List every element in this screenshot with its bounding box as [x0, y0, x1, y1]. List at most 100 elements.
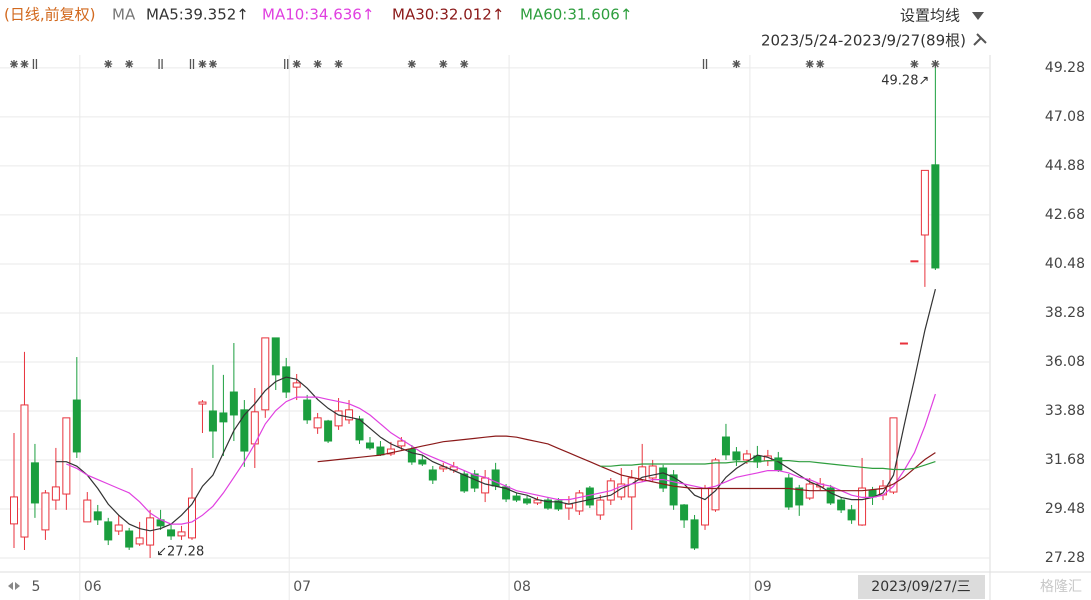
event-marker — [10, 60, 18, 68]
event-marker — [125, 60, 134, 68]
candle-body — [324, 420, 333, 442]
watermark: 格隆汇 — [1040, 579, 1082, 595]
candle-body — [93, 511, 102, 521]
candle-body — [334, 410, 343, 427]
event-marker — [702, 59, 708, 69]
event-marker — [439, 60, 448, 68]
event-marker — [931, 60, 940, 68]
x-tick-label: 07 — [293, 579, 311, 595]
candle-body — [229, 391, 238, 416]
y-tick-label: 36.08 — [1045, 354, 1085, 370]
candle-body — [135, 537, 144, 545]
candle-body — [51, 486, 60, 501]
candle-body — [659, 467, 668, 489]
candle-body — [146, 517, 155, 546]
candle-body — [826, 487, 835, 504]
event-marker — [104, 60, 113, 68]
candle-body — [732, 451, 741, 461]
candle-body — [303, 399, 312, 421]
ma-line — [600, 460, 936, 471]
candle-body — [460, 473, 469, 492]
y-tick-label: 27.28 — [1045, 550, 1085, 566]
candle-body — [345, 409, 354, 421]
candle-body — [104, 521, 113, 541]
x-tick-label: 08 — [513, 579, 531, 595]
candle-body — [20, 404, 29, 538]
candle-body — [491, 469, 500, 487]
event-marker — [20, 60, 29, 68]
candle-body — [910, 260, 919, 263]
candle-body — [62, 417, 71, 495]
ma-line — [317, 435, 936, 492]
candle-body — [282, 366, 291, 393]
candle-body — [784, 477, 793, 508]
y-tick-label: 44.88 — [1045, 158, 1085, 174]
candle-body — [847, 509, 856, 521]
legend-entry: MA30:32.012↑ — [392, 6, 504, 24]
y-tick-label: 42.68 — [1045, 207, 1085, 223]
y-tick-label: 29.48 — [1045, 501, 1085, 517]
candle-body — [397, 440, 406, 447]
plot — [10, 67, 940, 558]
ma-label: MA — [112, 6, 136, 24]
candle-body — [648, 465, 657, 479]
candle-body — [502, 486, 511, 500]
candle-body — [481, 477, 490, 494]
candle-body — [365, 442, 374, 449]
candle-body — [219, 412, 228, 423]
legend-entry: MA10:34.636↑ — [262, 6, 374, 24]
event-marker — [460, 60, 469, 68]
candle-body — [889, 417, 898, 493]
candle-body — [187, 497, 196, 539]
ma-line — [66, 393, 936, 525]
y-tick-label: 40.48 — [1045, 256, 1085, 272]
candle-body — [271, 337, 280, 376]
y-tick-label: 47.08 — [1045, 109, 1085, 125]
low-annotation: ↙27.28 — [156, 544, 204, 559]
grid — [0, 55, 990, 600]
x-tick-label: 06 — [84, 579, 102, 595]
candle-body — [523, 498, 532, 504]
candle-body — [721, 436, 730, 456]
candle-body — [627, 477, 636, 498]
x-tick-label: 5 — [31, 579, 40, 595]
ma-setting[interactable]: 设置均线 — [900, 7, 960, 25]
scroll-icon[interactable] — [8, 582, 20, 590]
candle-body — [596, 499, 605, 516]
event-marker — [32, 59, 38, 69]
event-marker — [198, 60, 207, 68]
legend-entry: MA5:39.352↑ — [146, 6, 249, 24]
candle-body — [313, 417, 322, 429]
candle-body — [114, 524, 123, 532]
cursor-date-box — [858, 575, 985, 599]
high-annotation: 49.28↗ — [881, 73, 929, 88]
candle-body — [795, 487, 804, 506]
dropdown-arrow[interactable] — [972, 12, 984, 20]
candle-body — [837, 499, 846, 511]
pin-icon[interactable] — [973, 33, 987, 46]
legend-entry: MA60:31.606↑ — [520, 6, 632, 24]
event-marker — [910, 60, 919, 68]
candle-body — [30, 462, 39, 504]
event-marker — [816, 60, 825, 68]
candle-body — [512, 495, 521, 501]
event-marker — [292, 60, 301, 68]
candle-body — [83, 499, 92, 523]
cursor-date: 2023/09/27/三 — [871, 579, 970, 595]
candle-body — [858, 487, 867, 526]
event-marker — [189, 59, 195, 69]
candle-body — [690, 519, 699, 549]
range-label: 2023/5/24-2023/9/27(89根) — [761, 32, 966, 50]
candle-body — [72, 399, 81, 453]
event-marker — [805, 60, 814, 68]
candle-body — [585, 487, 594, 506]
candle-body — [920, 169, 929, 236]
candle-body — [407, 448, 416, 463]
candle-body — [701, 487, 710, 526]
candle-body — [899, 342, 908, 345]
event-marker — [284, 59, 289, 69]
candle-body — [125, 530, 134, 548]
y-tick-label: 33.88 — [1045, 403, 1085, 419]
